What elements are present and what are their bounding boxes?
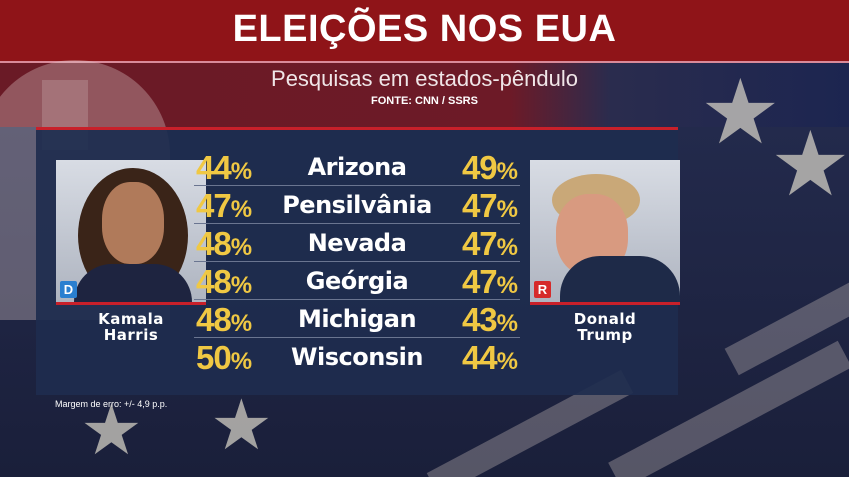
state-name: Wisconsin	[291, 343, 423, 371]
trump-percent: 43%	[461, 301, 518, 338]
candidate-name: Donald Trump	[573, 310, 637, 344]
republican-badge: R	[534, 281, 551, 298]
poll-panel: D Kamala Harris 44% Arizona 49% 47% Pens…	[36, 127, 680, 395]
header-band	[0, 0, 849, 62]
harris-percent: 48%	[196, 263, 253, 300]
trump-percent: 47%	[461, 225, 518, 262]
state-name: Michigan	[297, 305, 417, 333]
democrat-badge: D	[60, 281, 77, 298]
candidate-harris: D Kamala Harris	[56, 160, 206, 343]
table-row: 48% Michigan 43%	[194, 300, 520, 338]
flag-star-icon: ★	[80, 391, 143, 469]
subheader-band	[0, 63, 849, 127]
state-name: Arizona	[307, 153, 407, 181]
header-divider	[0, 61, 849, 63]
margin-of-error: Margem de erro: +/- 4,9 p.p.	[55, 399, 168, 409]
candidate-trump: R Donald Trump	[530, 160, 680, 343]
table-row: 48% Nevada 47%	[194, 224, 520, 262]
table-row: 47% Pensilvânia 47%	[194, 186, 520, 224]
trump-percent: 44%	[461, 339, 518, 376]
trump-percent: 49%	[461, 149, 518, 186]
table-row: 48% Geórgia 47%	[194, 262, 520, 300]
state-name: Geórgia	[305, 267, 409, 295]
trump-photo: R	[530, 160, 680, 305]
harris-percent: 44%	[196, 149, 253, 186]
trump-percent: 47%	[461, 187, 518, 224]
page-subtitle: Pesquisas em estados-pêndulo	[271, 66, 578, 91]
table-row: 44% Arizona 49%	[194, 148, 520, 186]
trump-percent: 47%	[461, 263, 518, 300]
page-title: ELEIÇÕES NOS EUA	[232, 8, 617, 50]
harris-percent: 50%	[196, 339, 253, 376]
flag-star-icon: ★	[700, 63, 781, 163]
state-name: Pensilvânia	[282, 191, 432, 219]
harris-percent: 48%	[196, 301, 253, 338]
source-label: FONTE: CNN / SSRS	[371, 95, 478, 107]
harris-photo: D	[56, 160, 206, 305]
flag-star-icon: ★	[210, 386, 273, 464]
harris-percent: 48%	[196, 225, 253, 262]
flag-star-icon: ★	[770, 115, 849, 215]
candidate-name: Kamala Harris	[98, 310, 164, 344]
table-row: 50% Wisconsin 44%	[194, 338, 520, 376]
harris-percent: 47%	[196, 187, 253, 224]
results-table: 44% Arizona 49% 47% Pensilvânia 47% 48% …	[194, 148, 520, 376]
state-name: Nevada	[307, 229, 407, 257]
